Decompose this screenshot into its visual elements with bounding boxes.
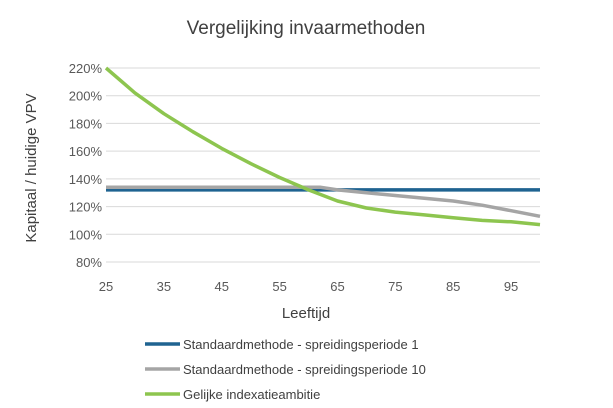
grid-layer [106,67,540,263]
x-tick-label: 25 [99,279,113,294]
legend-label-2: Standaardmethode - spreidingsperiode 10 [183,362,426,377]
y-tick-label: 220% [69,61,103,76]
series-layer [104,66,541,227]
y-tick-label: 120% [69,200,103,215]
y-tick-label: 200% [69,89,103,104]
y-axis-title: Kapitaal / huidige VPV [23,93,40,242]
y-tick-labels: 80% 100% 120% 140% 160% 180% 200% 220% [69,61,103,270]
x-tick-label: 95 [504,279,518,294]
x-tick-label: 35 [157,279,171,294]
x-tick-label: 85 [446,279,460,294]
x-tick-label: 45 [214,279,228,294]
y-tick-label: 140% [69,172,103,187]
y-tick-label: 160% [69,144,103,159]
series-line-3 [104,66,541,227]
y-tick-label: 80% [76,255,102,270]
y-tick-label: 100% [69,227,103,242]
legend-label-3: Gelijke indexatieambitie [183,387,320,402]
x-axis-title: Leeftijd [282,305,330,322]
x-tick-label: 65 [330,279,344,294]
x-tick-labels: 25 35 45 55 65 75 85 95 [99,279,519,294]
legend: Standaardmethode - spreidingsperiode 1 St… [145,337,426,402]
y-tick-label: 180% [69,116,103,131]
series-line-2 [106,185,541,219]
x-tick-label: 75 [388,279,402,294]
legend-label-1: Standaardmethode - spreidingsperiode 1 [183,337,419,352]
chart-title: Vergelijking invaarmethoden [187,18,426,39]
x-tick-label: 55 [272,279,286,294]
